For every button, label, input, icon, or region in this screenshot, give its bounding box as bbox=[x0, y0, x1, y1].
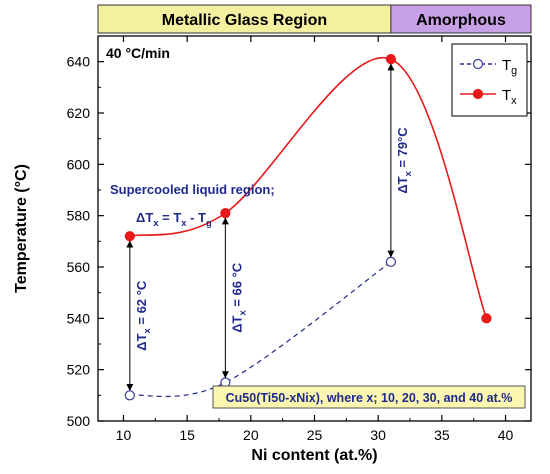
supercooled-label: Supercooled liquid region; bbox=[110, 182, 275, 197]
data-point-s1-0 bbox=[124, 231, 135, 242]
gap-label-value: = 62 °C bbox=[134, 280, 149, 328]
legend-marker-1 bbox=[472, 88, 484, 100]
gap-label-sub: x bbox=[142, 327, 152, 333]
legend-marker-0 bbox=[472, 58, 484, 70]
series-layer bbox=[124, 53, 492, 401]
data-point-s0-0 bbox=[124, 390, 135, 401]
y-tick-label-540: 540 bbox=[67, 310, 91, 326]
legend-label-1: Tx bbox=[502, 87, 517, 107]
heating-rate-label: 40 °C/min bbox=[106, 45, 170, 61]
y-axis-label: Temperature (°C) bbox=[13, 164, 30, 293]
formula-sub-x2: x bbox=[181, 218, 187, 228]
y-tick-label-500: 500 bbox=[67, 413, 91, 429]
y-tick-label-600: 600 bbox=[67, 156, 91, 172]
y-tick-label-560: 560 bbox=[67, 259, 91, 275]
gap-label-0: ΔTx = 62 °C bbox=[134, 280, 152, 351]
gap-label-1: ΔTx = 66 °C bbox=[229, 262, 247, 333]
legend-label-0: Tg bbox=[502, 57, 517, 77]
axes: 10 15 20 25 30 35 40 500 520 540 560 580 600 620 640 bbox=[67, 35, 532, 443]
region-band-0 bbox=[97, 4, 392, 34]
data-point-s1-2 bbox=[385, 53, 397, 65]
series-line-1 bbox=[129, 56, 488, 319]
gap-label-sub: x bbox=[237, 309, 247, 315]
legend-box bbox=[451, 43, 528, 117]
x-tick-label-15: 15 bbox=[179, 427, 195, 443]
legend-label-main: T bbox=[502, 87, 511, 104]
y-tick-label-580: 580 bbox=[67, 208, 91, 224]
x-tick-label-10: 10 bbox=[116, 427, 132, 443]
composition-text: Cu50(Ti50-xNix), where x; 10, 20, 30, an… bbox=[226, 391, 513, 405]
data-point-s1-3 bbox=[481, 313, 492, 324]
formula-sub-x: x bbox=[153, 218, 159, 228]
formula-sub-g: g bbox=[206, 218, 212, 228]
region-band-1 bbox=[390, 4, 532, 34]
formula-minus: - T bbox=[186, 210, 206, 225]
region-label-0: Metallic Glass Region bbox=[162, 12, 327, 29]
x-axis-label: Ni content (at.%) bbox=[251, 447, 377, 464]
composition-box bbox=[212, 385, 526, 409]
formula-label: ΔTx = Tx - Tg bbox=[136, 210, 212, 228]
y-tick-label-520: 520 bbox=[67, 362, 91, 378]
gap-label-2: ΔTx = 79°C bbox=[395, 127, 413, 194]
gap-label-value: = 66 °C bbox=[229, 262, 244, 310]
gap-label-sub: x bbox=[403, 170, 413, 176]
x-tick-label-20: 20 bbox=[243, 427, 259, 443]
series-line-0 bbox=[129, 261, 392, 398]
gap-label-delta: ΔT bbox=[395, 176, 410, 193]
x-tick-label-35: 35 bbox=[434, 427, 450, 443]
gap-label-delta: ΔT bbox=[134, 333, 149, 350]
x-tick-label-40: 40 bbox=[498, 427, 514, 443]
y-tick-label-620: 620 bbox=[67, 105, 91, 121]
x-tick-label-25: 25 bbox=[307, 427, 323, 443]
legend-label-sub: g bbox=[511, 65, 517, 77]
formula-eq: = T bbox=[159, 210, 182, 225]
x-tick-label-30: 30 bbox=[370, 427, 386, 443]
legend-label-sub: x bbox=[511, 95, 517, 107]
formula-delta: ΔT bbox=[136, 210, 153, 225]
data-point-s1-1 bbox=[220, 208, 231, 219]
region-bar: Metallic Glass Region Amorphous bbox=[97, 4, 532, 34]
legend-label-main: T bbox=[502, 57, 511, 74]
region-label-1: Amorphous bbox=[416, 12, 506, 29]
data-point-s0-2 bbox=[385, 256, 397, 267]
y-tick-label-640: 640 bbox=[67, 54, 91, 70]
gap-label-delta: ΔT bbox=[229, 315, 244, 332]
gap-label-value: = 79°C bbox=[395, 127, 410, 171]
